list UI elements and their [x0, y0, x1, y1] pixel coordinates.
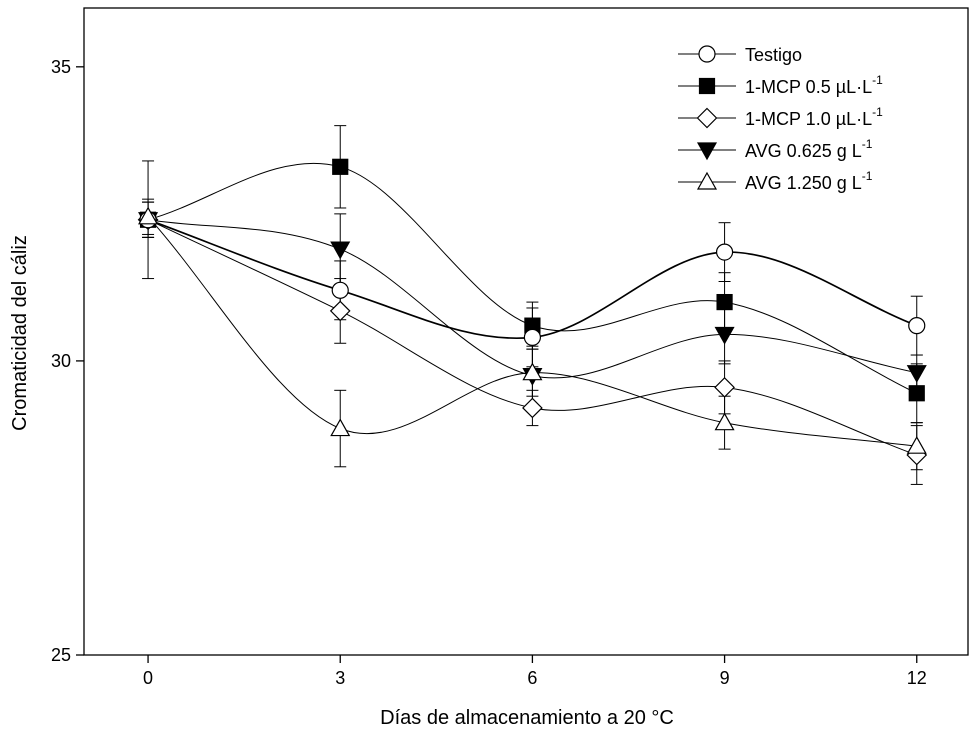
legend-label: 1-MCP 0.5 µL·L-1 [745, 73, 883, 97]
y-tick-label: 25 [51, 645, 71, 665]
legend: Testigo 1-MCP 0.5 µL·L-1 1-MCP 1.0 µL·L-1 A… [678, 45, 883, 193]
legend-marker [698, 45, 716, 63]
y-tick-label: 35 [51, 57, 71, 77]
x-tick-label: 9 [720, 668, 730, 688]
data-point [523, 328, 542, 346]
data-point [331, 281, 349, 299]
x-tick-label: 12 [907, 668, 927, 688]
data-point [714, 326, 735, 345]
data-markers [137, 158, 928, 466]
x-axis-label: Días de almacenamiento a 20 °C [380, 707, 674, 729]
x-tick-label: 0 [143, 668, 153, 688]
legend-marker [696, 142, 718, 161]
legend-label: 1-MCP 1.0 µL·L-1 [745, 105, 883, 129]
data-point [330, 418, 351, 437]
legend-marker [696, 107, 718, 129]
data-point [522, 397, 543, 419]
x-tick-label: 3 [335, 668, 345, 688]
plot-frame [83, 7, 969, 656]
data-point [715, 243, 734, 261]
data-point [522, 362, 543, 381]
series-curve [147, 216, 917, 447]
legend-label: Testigo [745, 45, 802, 65]
legend-label: AVG 1.250 g L-1 [745, 169, 873, 193]
data-point [906, 435, 927, 454]
data-point [714, 412, 735, 431]
data-point [332, 158, 349, 175]
data-point [906, 365, 927, 383]
y-axis-label: Cromaticidad del cáliz [9, 235, 31, 431]
data-point [908, 317, 926, 335]
legend-marker [696, 171, 718, 190]
data-point [138, 206, 159, 225]
axes-frame: 0 3 6 9 12 25 30 35 [51, 7, 969, 688]
data-point [714, 377, 735, 398]
x-tick-label: 6 [527, 668, 537, 688]
legend-marker [698, 77, 716, 95]
data-point [716, 293, 733, 311]
data-point [330, 241, 351, 260]
y-tick-label: 30 [51, 351, 71, 371]
data-point [908, 385, 925, 402]
legend-label: AVG 0.625 g L-1 [745, 137, 873, 161]
data-point [329, 300, 351, 322]
